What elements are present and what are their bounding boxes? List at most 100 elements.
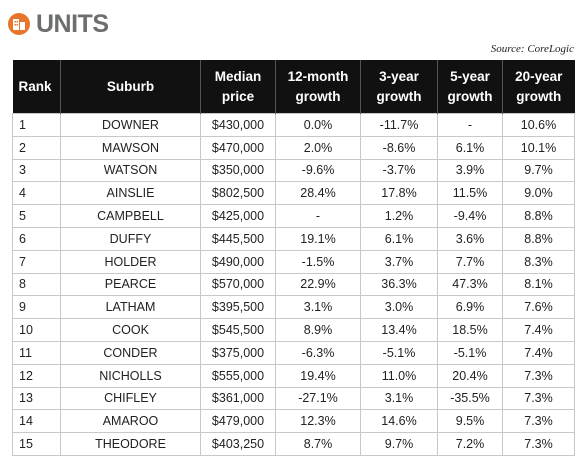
table-row: 4 AINSLIE $802,500 28.4% 17.8% 11.5% 9.0% (12, 181, 575, 206)
table-row: 11 CONDER $375,000 -6.3% -5.1% -5.1% 7.4% (12, 340, 575, 365)
table-cell: DOWNER (60, 113, 201, 137)
table-cell: $403,250 (200, 432, 276, 456)
column-header: Rank (12, 60, 61, 114)
table-cell: 9.5% (437, 409, 503, 434)
table-row: 15 THEODORE $403,250 8.7% 9.7% 7.2% 7.3% (12, 432, 575, 456)
table-row: 5 CAMPBELL $425,000-1.2% -9.4% 8.8% (12, 204, 575, 228)
table-cell: 7.4% (502, 340, 575, 365)
table-cell: 6 (12, 226, 61, 251)
table-row: 13 CHIFLEY $361,000 -27.1% 3.1% -35.5% 7.3% (12, 386, 575, 411)
table-cell: $570,000 (200, 272, 276, 297)
table-cell: 13.4% (360, 318, 438, 342)
table-cell: 6.1% (360, 226, 438, 251)
table-cell: 11.0% (360, 363, 438, 388)
table-cell: - (275, 204, 361, 228)
table-cell: 8.1% (502, 272, 575, 297)
table-cell: -8.6% (360, 135, 438, 160)
table-cell: $395,500 (200, 295, 276, 320)
table-cell: 2.0% (275, 135, 361, 160)
column-header: 20-year growth (502, 60, 575, 114)
title: UNITS (36, 10, 109, 38)
table-cell: 7.3% (502, 432, 575, 456)
column-header: Suburb (60, 60, 201, 114)
table-cell: 4 (12, 181, 61, 206)
table-cell: 11.5% (437, 181, 503, 206)
table-cell: 19.1% (275, 226, 361, 251)
table-cell: 12 (12, 363, 61, 388)
table-cell: 9.7% (360, 432, 438, 456)
table-row: 10 COOK $545,500 8.9% 13.4% 18.5% 7.4% (12, 318, 575, 342)
table-cell: 19.4% (275, 363, 361, 388)
table-row: 3 WATSON $350,000 -9.6% -3.7% 3.9% 9.7% (12, 158, 575, 183)
table-row: 2 MAWSON $470,000 2.0% -8.6% 6.1% 10.1% (12, 135, 575, 160)
table-cell: 10 (12, 318, 61, 342)
table-cell: 8.8% (502, 204, 575, 228)
table-cell: 15 (12, 432, 61, 456)
table-cell: -3.7% (360, 158, 438, 183)
column-header: 5-year growth (437, 60, 503, 114)
table-cell: 7.2% (437, 432, 503, 456)
table-cell: $479,000 (200, 409, 276, 434)
table-cell: 12.3% (275, 409, 361, 434)
table-cell: 14 (12, 409, 61, 434)
table-row: 6 DUFFY $445,500 19.1% 6.1% 3.6% 8.8% (12, 226, 575, 251)
table-cell: 9.7% (502, 158, 575, 183)
table-cell: 7.3% (502, 386, 575, 411)
table-cell: -27.1% (275, 386, 361, 411)
table-cell: -5.1% (360, 340, 438, 365)
table-cell: $445,500 (200, 226, 276, 251)
table-cell: 13 (12, 386, 61, 411)
table-cell: 8.3% (502, 249, 575, 274)
table-cell: 6.9% (437, 295, 503, 320)
table-cell: 3 (12, 158, 61, 183)
table-cell: DUFFY (60, 226, 201, 251)
table-cell: -35.5% (437, 386, 503, 411)
column-header: 3-year growth (360, 60, 438, 114)
table-cell: CAMPBELL (60, 204, 201, 228)
table-cell: $430,000 (200, 113, 276, 137)
table-cell: 18.5% (437, 318, 503, 342)
table-cell: 10.1% (502, 135, 575, 160)
table-cell: 3.7% (360, 249, 438, 274)
table-cell: AINSLIE (60, 181, 201, 206)
table-cell: 20.4% (437, 363, 503, 388)
table-cell: 7.7% (437, 249, 503, 274)
table-cell: -6.3% (275, 340, 361, 365)
table-row: 14 AMAROO $479,000 12.3% 14.6% 9.5% 7.3% (12, 409, 575, 434)
table-cell: HOLDER (60, 249, 201, 274)
column-header: Median price (200, 60, 276, 114)
table-cell: 11 (12, 340, 61, 365)
table-row: 12 NICHOLLS $555,000 19.4% 11.0% 20.4% 7.3% (12, 363, 575, 388)
source: Source: CoreLogic (490, 43, 574, 55)
table-cell: 7.3% (502, 409, 575, 434)
table-cell: 1 (12, 113, 61, 137)
table-cell: - (437, 113, 503, 137)
table-row: 7 HOLDER $490,000 -1.5% 3.7% 7.7% 8.3% (12, 249, 575, 274)
table-cell: 8 (12, 272, 61, 297)
table-row: 1 DOWNER $430,000 0.0% -11.7% -10.6% (12, 113, 575, 137)
table-cell: 3.0% (360, 295, 438, 320)
table-cell: 3.9% (437, 158, 503, 183)
table-cell: 7.6% (502, 295, 575, 320)
table-cell: 7 (12, 249, 61, 274)
table-cell: 8.7% (275, 432, 361, 456)
table-cell: 7.3% (502, 363, 575, 388)
table-cell: WATSON (60, 158, 201, 183)
table-cell: 28.4% (275, 181, 361, 206)
table-cell: LATHAM (60, 295, 201, 320)
table-cell: 1.2% (360, 204, 438, 228)
table-cell: MAWSON (60, 135, 201, 160)
table: Rank Suburb Median price 12-month growth 3-y… (12, 60, 575, 456)
table-cell: 7.4% (502, 318, 575, 342)
table-cell: CONDER (60, 340, 201, 365)
table-cell: 3.1% (275, 295, 361, 320)
table-cell: 3.1% (360, 386, 438, 411)
table-cell: -5.1% (437, 340, 503, 365)
table-cell: COOK (60, 318, 201, 342)
title-icon (8, 13, 30, 35)
table-cell: AMAROO (60, 409, 201, 434)
table-cell: 6.1% (437, 135, 503, 160)
table-cell: NICHOLLS (60, 363, 201, 388)
table-cell: THEODORE (60, 432, 201, 456)
